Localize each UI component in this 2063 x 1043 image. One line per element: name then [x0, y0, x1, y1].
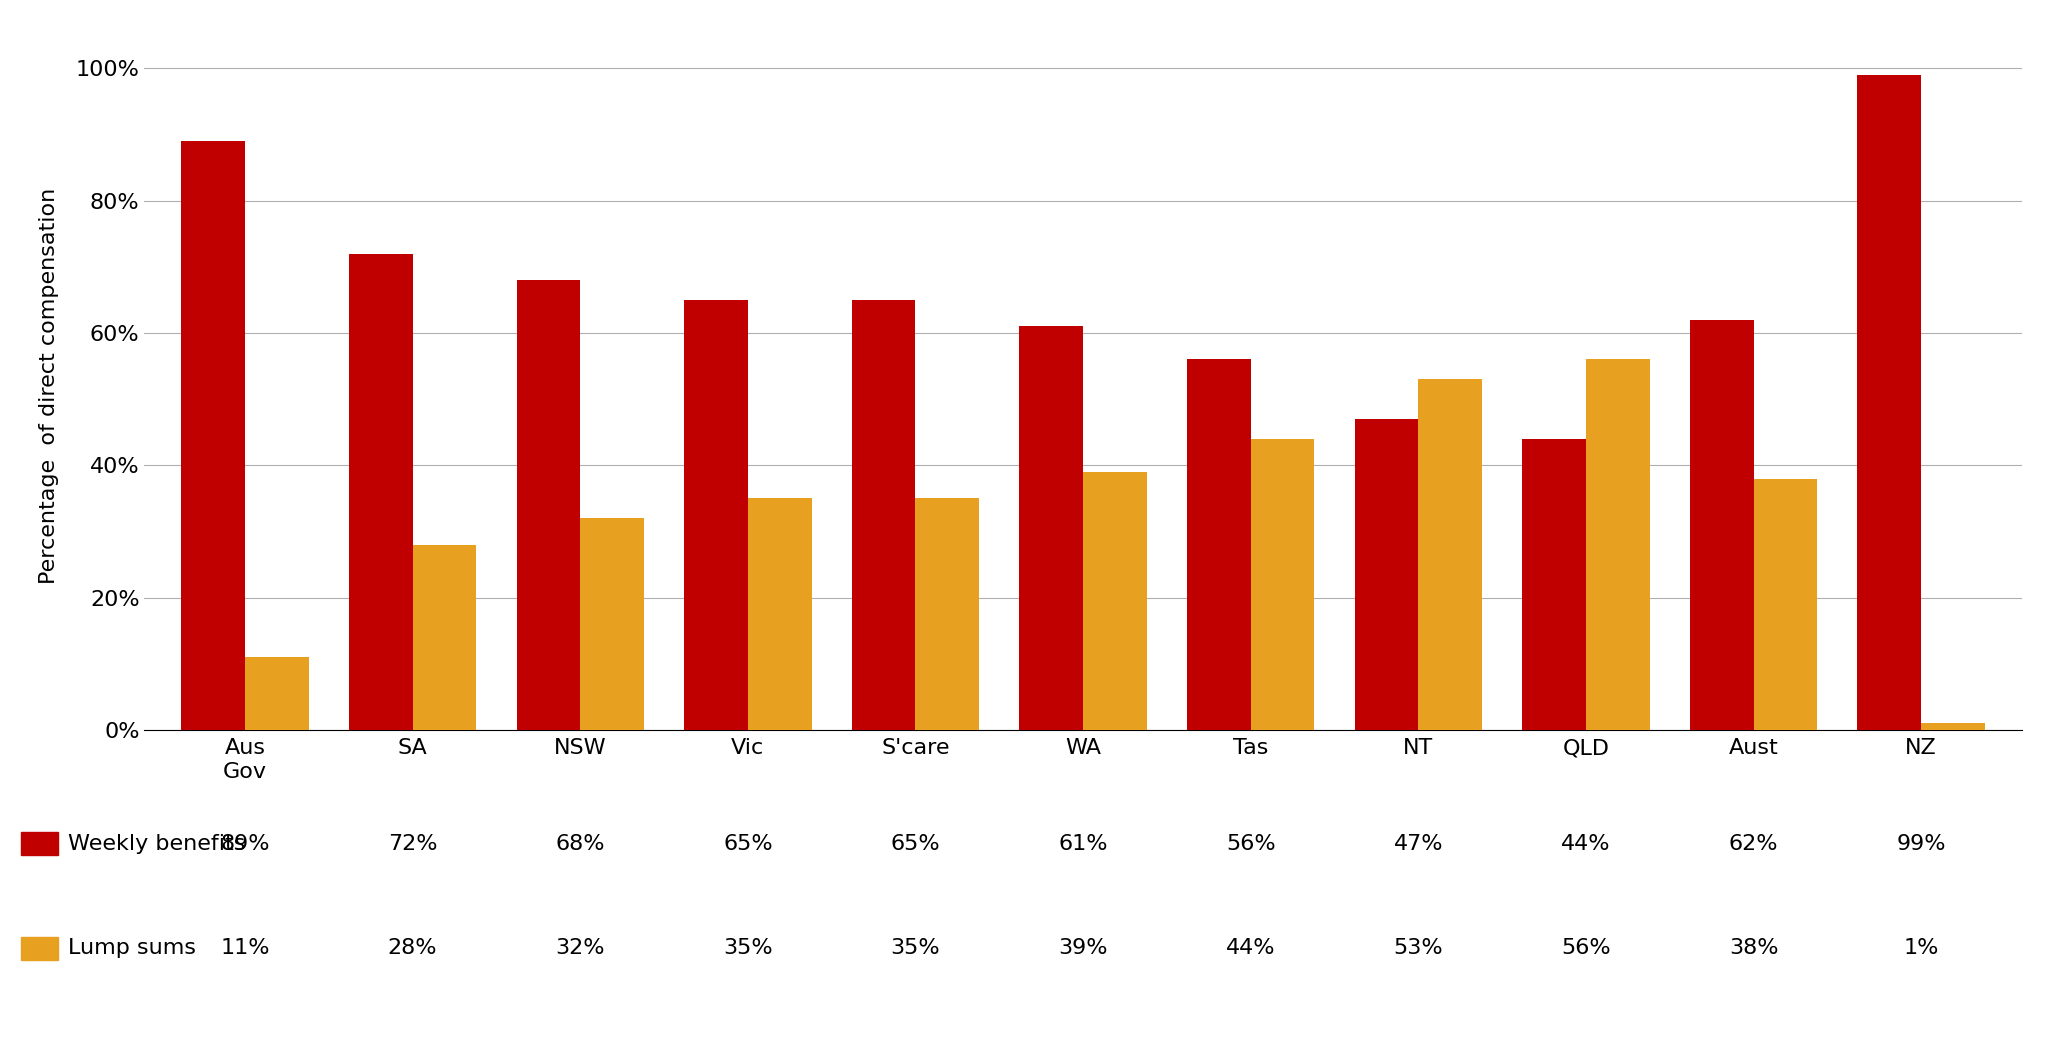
Text: 61%: 61% — [1058, 833, 1108, 854]
Bar — [1186, 360, 1250, 730]
Text: 65%: 65% — [891, 833, 941, 854]
Text: 47%: 47% — [1395, 833, 1442, 854]
Text: 28%: 28% — [388, 938, 437, 959]
Bar — [182, 141, 245, 730]
Text: 11%: 11% — [221, 938, 270, 959]
Bar — [685, 300, 747, 730]
Bar — [916, 499, 980, 730]
Text: 62%: 62% — [1729, 833, 1778, 854]
Text: 32%: 32% — [555, 938, 604, 959]
Bar — [580, 518, 644, 730]
Bar — [1690, 320, 1754, 730]
Text: 44%: 44% — [1225, 938, 1275, 959]
Text: 72%: 72% — [388, 833, 437, 854]
Bar — [1522, 439, 1586, 730]
Bar — [852, 300, 916, 730]
Bar — [349, 253, 413, 730]
Text: 65%: 65% — [722, 833, 774, 854]
Bar — [749, 499, 811, 730]
Text: 99%: 99% — [1896, 833, 1945, 854]
Bar — [1019, 326, 1083, 730]
Text: 68%: 68% — [555, 833, 604, 854]
Text: Weekly benefits: Weekly benefits — [68, 833, 245, 854]
Bar — [413, 544, 477, 730]
Bar — [1921, 724, 1985, 730]
Bar — [1857, 75, 1921, 730]
Text: 44%: 44% — [1562, 833, 1611, 854]
Bar — [1754, 479, 1818, 730]
Text: 35%: 35% — [891, 938, 941, 959]
Bar — [1586, 360, 1650, 730]
Text: 1%: 1% — [1904, 938, 1939, 959]
Text: 38%: 38% — [1729, 938, 1778, 959]
Text: 89%: 89% — [221, 833, 270, 854]
Y-axis label: Percentage  of direct compensation: Percentage of direct compensation — [39, 188, 60, 584]
Bar — [1419, 380, 1481, 730]
Bar — [1250, 439, 1314, 730]
Text: 56%: 56% — [1225, 833, 1275, 854]
Bar — [1083, 471, 1147, 730]
Text: 35%: 35% — [722, 938, 774, 959]
Text: 53%: 53% — [1393, 938, 1444, 959]
Text: Lump sums: Lump sums — [68, 938, 196, 959]
Text: 39%: 39% — [1058, 938, 1108, 959]
Bar — [516, 280, 580, 730]
Text: 56%: 56% — [1562, 938, 1611, 959]
Bar — [1355, 419, 1419, 730]
Bar — [245, 657, 309, 730]
